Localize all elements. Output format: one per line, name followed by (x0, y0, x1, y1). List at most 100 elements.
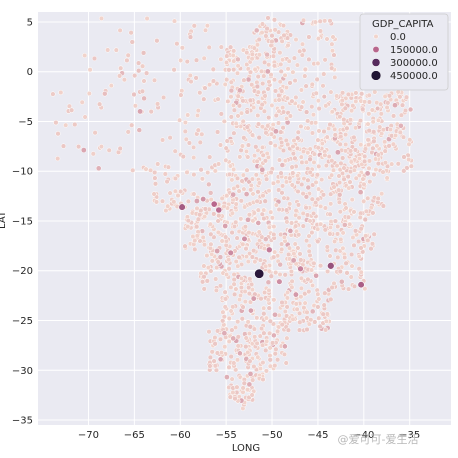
data-point (159, 198, 166, 204)
data-point (265, 86, 271, 92)
data-point (306, 243, 312, 249)
data-point (366, 111, 372, 117)
data-point (353, 90, 359, 96)
data-point (256, 134, 262, 141)
data-point (337, 114, 343, 120)
data-point (298, 123, 304, 130)
data-point (342, 148, 349, 154)
data-point (349, 108, 355, 114)
data-point (263, 130, 269, 136)
data-point (249, 392, 255, 398)
data-point (347, 117, 354, 123)
data-point (274, 328, 281, 334)
data-point (238, 147, 244, 153)
data-point (371, 138, 377, 144)
data-point (336, 199, 343, 205)
data-point (243, 246, 249, 252)
data-point (80, 147, 87, 154)
data-point (132, 103, 138, 109)
data-point (235, 56, 241, 63)
data-point (235, 343, 241, 349)
data-point (326, 153, 332, 160)
data-point (309, 196, 315, 202)
data-point (314, 172, 321, 178)
data-point (237, 87, 243, 94)
data-point (259, 21, 266, 27)
data-point (362, 99, 368, 105)
data-point (243, 191, 250, 197)
data-point (342, 105, 348, 111)
data-point (366, 165, 372, 171)
data-point (340, 155, 346, 161)
data-point (380, 127, 386, 133)
data-point-highlight (217, 356, 224, 363)
data-point (255, 112, 261, 119)
data-point (336, 187, 342, 193)
data-point (291, 137, 297, 144)
data-point-highlight (266, 246, 273, 254)
data-point (322, 290, 328, 296)
data-point (219, 195, 225, 201)
data-point (294, 145, 301, 152)
data-point (256, 36, 262, 43)
data-point (50, 91, 56, 97)
data-point (272, 143, 278, 149)
data-point (226, 266, 232, 272)
data-point (350, 234, 356, 241)
data-point (191, 171, 197, 178)
data-point (290, 69, 296, 75)
data-point (307, 218, 313, 224)
data-point (258, 325, 265, 332)
data-point (272, 27, 278, 33)
data-point (240, 241, 246, 247)
data-point (337, 141, 343, 147)
x-tick-label: −35 (399, 430, 420, 441)
y-tick-label: −15 (12, 216, 33, 227)
data-point (260, 152, 266, 158)
data-point (366, 127, 372, 134)
data-point-highlight (287, 227, 294, 234)
data-point (182, 243, 188, 249)
data-point (309, 130, 316, 136)
data-point (294, 306, 300, 312)
data-point (373, 166, 379, 173)
data-point (306, 34, 312, 40)
data-point (311, 159, 317, 165)
data-point (329, 41, 335, 47)
data-point (316, 296, 322, 302)
data-point (346, 185, 352, 191)
data-point (207, 82, 213, 88)
data-point-highlight (254, 268, 265, 279)
data-point (172, 148, 178, 154)
data-point (378, 101, 384, 107)
data-point (231, 66, 237, 73)
x-tick-label: −45 (307, 430, 328, 441)
data-point (235, 334, 241, 340)
data-point (197, 139, 203, 146)
data-point (316, 128, 322, 134)
data-point (275, 120, 282, 126)
data-point (264, 25, 270, 32)
x-tick-label: −60 (170, 430, 191, 441)
data-point-highlight (292, 291, 299, 298)
data-point (375, 117, 381, 123)
data-point (353, 125, 359, 131)
data-point (60, 143, 67, 149)
data-point (82, 114, 88, 120)
data-point (258, 296, 264, 302)
data-point (284, 304, 290, 310)
data-point (322, 18, 328, 24)
data-point (247, 251, 253, 257)
data-point (305, 184, 312, 191)
data-point (209, 349, 215, 355)
y-tick-label: −20 (12, 266, 33, 277)
data-point (306, 56, 312, 63)
data-point (328, 201, 334, 207)
data-point (279, 299, 285, 306)
data-point (293, 223, 299, 229)
data-point (239, 316, 245, 322)
data-point (230, 389, 236, 396)
data-point (390, 141, 396, 147)
data-point (397, 129, 403, 135)
data-point (397, 94, 403, 100)
